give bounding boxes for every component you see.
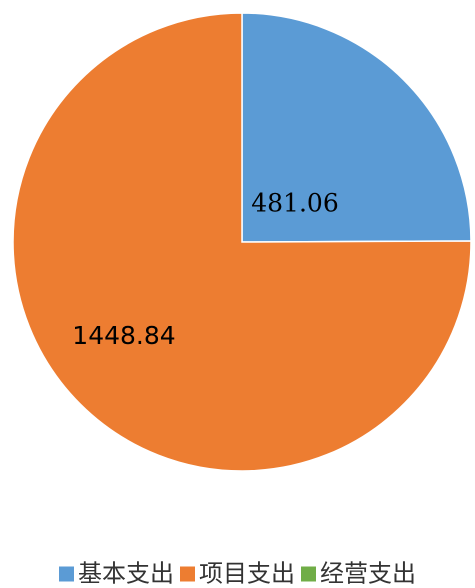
- legend-label-1: 基本支出: [78, 560, 174, 588]
- legend-label-2: 项目支出: [199, 560, 295, 588]
- legend-swatch-3: [301, 566, 316, 582]
- legend-swatch-2: [180, 566, 195, 582]
- legend-item-3: 经营支出: [301, 560, 416, 588]
- slice-label-2: 1448.84: [72, 321, 175, 350]
- slice-label-1: 481.06: [251, 189, 338, 218]
- legend-swatch-1: [59, 566, 74, 582]
- pie-slice-1: [241, 12, 472, 243]
- pie-slices: [12, 12, 472, 472]
- legend-label-3: 经营支出: [320, 560, 416, 588]
- pie-slice-2: [12, 12, 472, 472]
- slice-labels: 481.06 1448.84: [72, 189, 338, 351]
- legend-item-1: 基本支出: [59, 560, 174, 588]
- chart-legend: 基本支出 项目支出 经营支出: [59, 560, 416, 588]
- legend-item-2: 项目支出: [180, 560, 295, 588]
